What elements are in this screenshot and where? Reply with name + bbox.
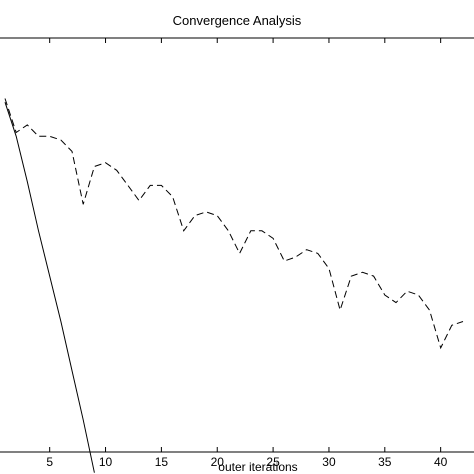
x-tick-label: 40 <box>434 455 448 469</box>
x-tick-label: 15 <box>155 455 169 469</box>
x-tick-label: 20 <box>211 455 225 469</box>
x-tick-label: 30 <box>322 455 336 469</box>
x-tick-label: 5 <box>46 455 53 469</box>
x-tick-label: 35 <box>378 455 392 469</box>
series-line-dashed <box>4 98 464 350</box>
x-tick-label: 25 <box>266 455 280 469</box>
series-lines <box>4 98 464 473</box>
chart-title: Convergence Analysis <box>173 13 302 28</box>
series-line-solid <box>4 102 95 473</box>
x-ticks: 5 10 15 20 25 30 35 40 <box>46 38 448 469</box>
axes <box>0 37 474 453</box>
x-axis-label: outer iterations <box>218 460 297 474</box>
x-tick-label: 10 <box>99 455 113 469</box>
